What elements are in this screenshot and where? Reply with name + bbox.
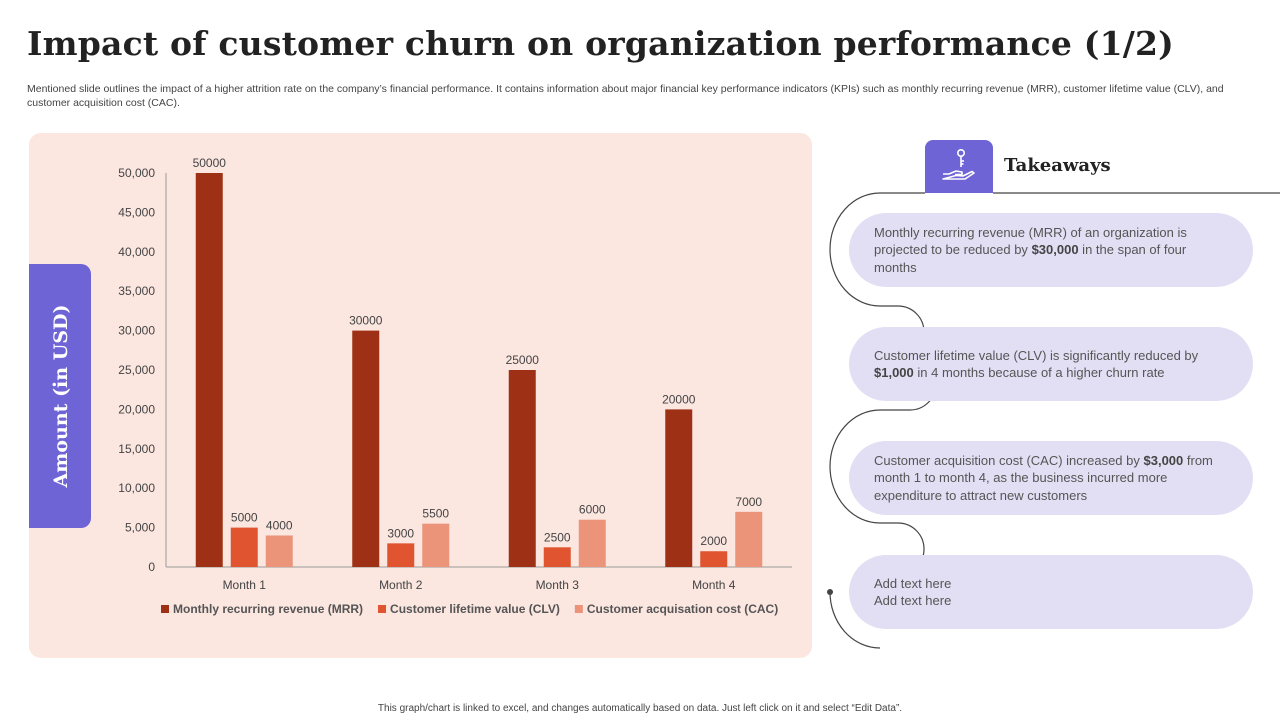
takeaway-text: Customer acquisition cost (CAC) increase… xyxy=(874,452,1213,503)
y-tick-label: 5,000 xyxy=(125,521,155,535)
x-tick-label: Month 4 xyxy=(692,578,736,592)
bar xyxy=(422,523,450,567)
takeaway-item-2: Customer lifetime value (CLV) is signifi… xyxy=(849,327,1253,401)
bar xyxy=(700,551,728,567)
bar xyxy=(195,173,223,567)
legend-label: Customer lifetime value (CLV) xyxy=(390,602,560,616)
chart-panel xyxy=(29,133,812,658)
data-label: 4000 xyxy=(266,518,293,532)
x-tick-label: Month 2 xyxy=(379,578,423,592)
y-tick-label: 40,000 xyxy=(118,245,155,259)
hand-holding-key-icon xyxy=(942,148,975,180)
data-label: 5500 xyxy=(422,507,449,521)
data-label: 30000 xyxy=(349,314,383,328)
data-label: 20000 xyxy=(662,392,696,406)
data-label: 25000 xyxy=(506,353,540,367)
takeaway-text: Customer lifetime value (CLV) is signifi… xyxy=(874,347,1199,381)
y-tick-label: 45,000 xyxy=(118,205,155,219)
takeaways-icon-box xyxy=(925,140,993,193)
bar xyxy=(508,370,536,567)
takeaway-text: Monthly recurring revenue (MRR) of an or… xyxy=(874,224,1187,275)
y-tick-label: 30,000 xyxy=(118,324,155,338)
footer-note: This graph/chart is linked to excel, and… xyxy=(377,703,903,714)
data-label: 5000 xyxy=(231,511,258,525)
bar xyxy=(735,511,763,567)
bar xyxy=(230,527,258,567)
page-subtitle: Mentioned slide outlines the impact of a… xyxy=(27,83,1224,109)
takeaway-item-4: Add text here Add text here xyxy=(849,555,1253,629)
data-label: 50000 xyxy=(193,156,227,170)
data-label: 7000 xyxy=(735,495,762,509)
y-tick-label: 20,000 xyxy=(118,402,155,416)
data-label: 6000 xyxy=(579,503,606,517)
x-tick-label: Month 3 xyxy=(536,578,580,592)
bar xyxy=(665,409,693,567)
legend-label: Monthly recurring revenue (MRR) xyxy=(173,602,363,616)
y-axis-label-tab xyxy=(29,264,91,528)
takeaways-title: Takeaways xyxy=(1004,155,1111,176)
takeaway-item-1: Monthly recurring revenue (MRR) of an or… xyxy=(849,213,1253,287)
y-tick-label: 25,000 xyxy=(118,363,155,377)
legend-swatch xyxy=(574,605,583,613)
y-tick-label: 0 xyxy=(148,560,155,574)
y-tick-label: 10,000 xyxy=(118,481,155,495)
legend-swatch xyxy=(161,605,169,613)
bar xyxy=(265,535,293,567)
bar xyxy=(543,547,571,567)
data-label: 2500 xyxy=(544,530,571,544)
takeaway-item-3: Customer acquisition cost (CAC) increase… xyxy=(849,441,1253,515)
bar xyxy=(387,543,415,567)
takeaway-text: Add text here Add text here xyxy=(874,575,952,609)
x-tick-label: Month 1 xyxy=(223,578,267,592)
bar xyxy=(578,519,606,567)
page-title: Impact of customer churn on organization… xyxy=(27,24,1174,63)
legend-label: Customer acquisation cost (CAC) xyxy=(587,602,778,616)
y-tick-label: 15,000 xyxy=(118,442,155,456)
legend-swatch xyxy=(378,605,387,613)
bar xyxy=(352,330,380,567)
y-tick-label: 35,000 xyxy=(118,284,155,298)
data-label: 2000 xyxy=(700,534,727,548)
data-label: 3000 xyxy=(387,526,414,540)
y-tick-label: 50,000 xyxy=(118,166,155,180)
